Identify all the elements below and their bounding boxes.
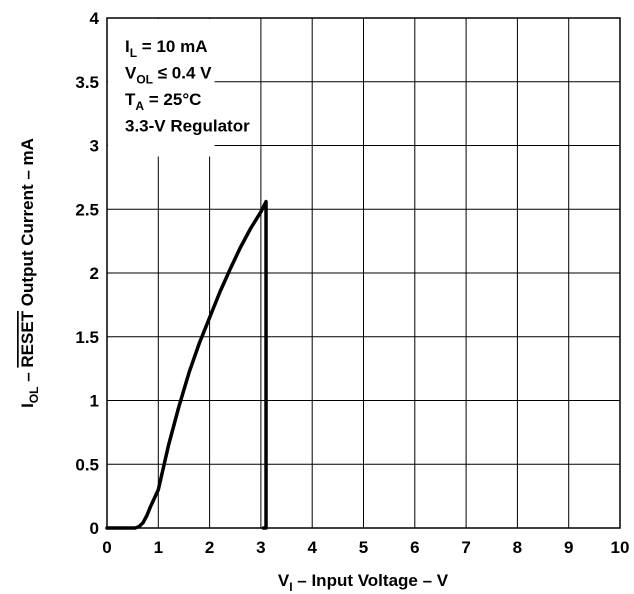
y-axis-title-main: I xyxy=(18,403,37,408)
x-tick-label-9: 9 xyxy=(564,538,573,557)
x-axis-title-sub: I xyxy=(289,580,292,594)
y-axis-title-sub: OL xyxy=(27,387,41,404)
annotation-1-main: V xyxy=(125,64,137,83)
y-tick-label-5: 2.5 xyxy=(75,200,99,219)
x-axis-title-rest: – Input Voltage – V xyxy=(293,571,449,590)
annotation-3-main: 3.3-V Regulator xyxy=(125,117,250,136)
plot-frame xyxy=(106,17,621,529)
y-tick-label-8: 4 xyxy=(90,9,100,28)
series-line-0 xyxy=(105,199,268,530)
annotation-1-sub: OL xyxy=(136,73,153,87)
annotation-2-sub: A xyxy=(135,99,144,113)
annotation-0: IL = 10 mA xyxy=(125,37,207,60)
annotation-3: 3.3-V Regulator xyxy=(125,117,250,136)
y-tick-label-6: 3 xyxy=(90,137,99,156)
y-tick-label-0: 0 xyxy=(90,519,99,538)
data-series xyxy=(105,199,268,530)
annotation-1: VOL ≤ 0.4 V xyxy=(125,64,212,87)
annotation-2-rest: = 25°C xyxy=(144,90,201,109)
annotation-background xyxy=(108,19,215,157)
annotation-0-rest: = 10 mA xyxy=(137,37,207,56)
y-axis-title-overline: RESET xyxy=(18,310,37,367)
y-tick-label-3: 1.5 xyxy=(75,328,99,347)
x-tick-label-5: 5 xyxy=(359,538,368,557)
x-tick-label-0: 0 xyxy=(102,538,111,557)
y-tick-label-1: 0.5 xyxy=(75,455,99,474)
x-tick-labels: 0 1 2 3 4 5 6 7 8 9 10 xyxy=(102,538,629,557)
y-tick-label-2: 1 xyxy=(90,392,99,411)
x-tick-label-10: 10 xyxy=(611,538,630,557)
y-axis-title-dash: – xyxy=(18,368,37,387)
y-tick-labels: 0 0.5 1 1.5 2 2.5 3 3.5 4 xyxy=(75,9,99,538)
annotation-0-main: I xyxy=(125,37,130,56)
x-tick-label-7: 7 xyxy=(461,538,470,557)
x-tick-label-1: 1 xyxy=(154,538,163,557)
x-tick-label-6: 6 xyxy=(410,538,419,557)
x-tick-label-8: 8 xyxy=(513,538,522,557)
y-axis-title: IOL – RESET Output Current – mA xyxy=(18,138,41,408)
x-tick-label-3: 3 xyxy=(256,538,265,557)
x-tick-label-2: 2 xyxy=(205,538,214,557)
annotation-0-sub: L xyxy=(130,46,137,60)
annotation-1-rest: ≤ 0.4 V xyxy=(153,64,212,83)
y-tick-label-7: 3.5 xyxy=(75,73,99,92)
annotation-2-main: T xyxy=(125,90,136,109)
grid xyxy=(107,18,620,528)
annotation-2: TA = 25°C xyxy=(125,90,201,113)
x-axis-title-main: V xyxy=(278,571,290,590)
y-tick-label-4: 2 xyxy=(90,264,99,283)
y-axis-title-rest: Output Current – mA xyxy=(18,138,37,311)
x-axis-title: VI – Input Voltage – V xyxy=(278,571,449,594)
x-tick-label-4: 4 xyxy=(307,538,317,557)
